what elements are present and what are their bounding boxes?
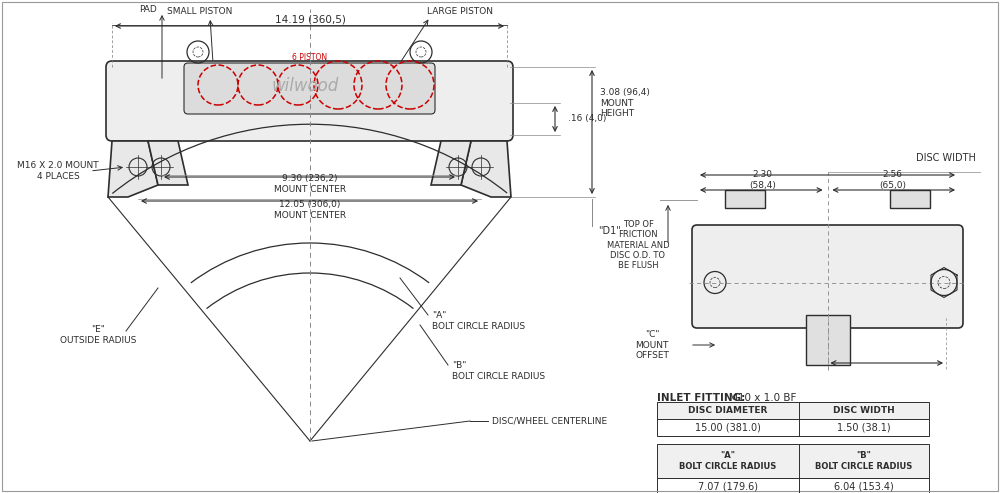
Text: INLET FITTING:: INLET FITTING: [657, 393, 749, 403]
Text: 6.04 (153.4): 6.04 (153.4) [834, 482, 894, 492]
Text: "E"
OUTSIDE RADIUS: "E" OUTSIDE RADIUS [60, 325, 136, 345]
Text: "A"
BOLT CIRCLE RADIUS: "A" BOLT CIRCLE RADIUS [679, 451, 777, 471]
Text: "B"
BOLT CIRCLE RADIUS: "B" BOLT CIRCLE RADIUS [452, 361, 545, 381]
Text: "D1": "D1" [598, 226, 621, 236]
Bar [657, 478, 929, 493]
Text: LARGE PISTON: LARGE PISTON [427, 7, 493, 16]
Bar [657, 444, 929, 478]
Bar [890, 190, 930, 208]
Text: DISC DIAMETER: DISC DIAMETER [688, 406, 768, 415]
Text: M10 x 1.0 BF: M10 x 1.0 BF [729, 393, 796, 403]
Text: .16 (4,0): .16 (4,0) [568, 114, 606, 124]
Bar [725, 190, 765, 208]
Text: M16 X 2.0 MOUNT
4 PLACES: M16 X 2.0 MOUNT 4 PLACES [17, 161, 99, 181]
Text: 6 PISTON: 6 PISTON [292, 54, 328, 63]
Polygon shape [108, 141, 158, 197]
Text: 9.30 (236,2)
MOUNT CENTER: 9.30 (236,2) MOUNT CENTER [274, 175, 346, 194]
Text: "A"
BOLT CIRCLE RADIUS: "A" BOLT CIRCLE RADIUS [432, 311, 525, 331]
FancyBboxPatch shape [106, 61, 513, 141]
Text: 3.08 (96,4)
MOUNT
HEIGHT: 3.08 (96,4) MOUNT HEIGHT [600, 88, 650, 118]
Text: PAD: PAD [139, 4, 157, 13]
Bar [657, 402, 929, 419]
Polygon shape [461, 141, 511, 197]
Text: 14.19 (360,5): 14.19 (360,5) [275, 14, 345, 24]
Text: 2.30
(58,4): 2.30 (58,4) [749, 170, 776, 190]
Polygon shape [148, 141, 188, 185]
Text: 1.50 (38.1): 1.50 (38.1) [837, 423, 891, 432]
Text: DISC/WHEEL CENTERLINE: DISC/WHEEL CENTERLINE [492, 417, 607, 425]
Text: 2.56
(65,0): 2.56 (65,0) [879, 170, 906, 190]
Text: 7.07 (179.6): 7.07 (179.6) [698, 482, 758, 492]
Polygon shape [431, 141, 471, 185]
Text: wilwood: wilwood [271, 77, 339, 95]
Text: DISC WIDTH: DISC WIDTH [916, 153, 976, 163]
Text: 15.00 (381.0): 15.00 (381.0) [695, 423, 761, 432]
Bar [806, 315, 850, 365]
Text: DISC WIDTH: DISC WIDTH [833, 406, 895, 415]
Text: TOP OF
FRICTION
MATERIAL AND
DISC O.D. TO
BE FLUSH: TOP OF FRICTION MATERIAL AND DISC O.D. T… [607, 220, 669, 270]
Bar [657, 419, 929, 436]
FancyBboxPatch shape [184, 63, 435, 114]
Text: SMALL PISTON: SMALL PISTON [167, 7, 233, 16]
Text: "C"
MOUNT
OFFSET: "C" MOUNT OFFSET [635, 330, 669, 360]
FancyBboxPatch shape [692, 225, 963, 328]
Text: 12.05 (306,0)
MOUNT CENTER: 12.05 (306,0) MOUNT CENTER [274, 200, 346, 220]
Text: "B"
BOLT CIRCLE RADIUS: "B" BOLT CIRCLE RADIUS [815, 451, 913, 471]
